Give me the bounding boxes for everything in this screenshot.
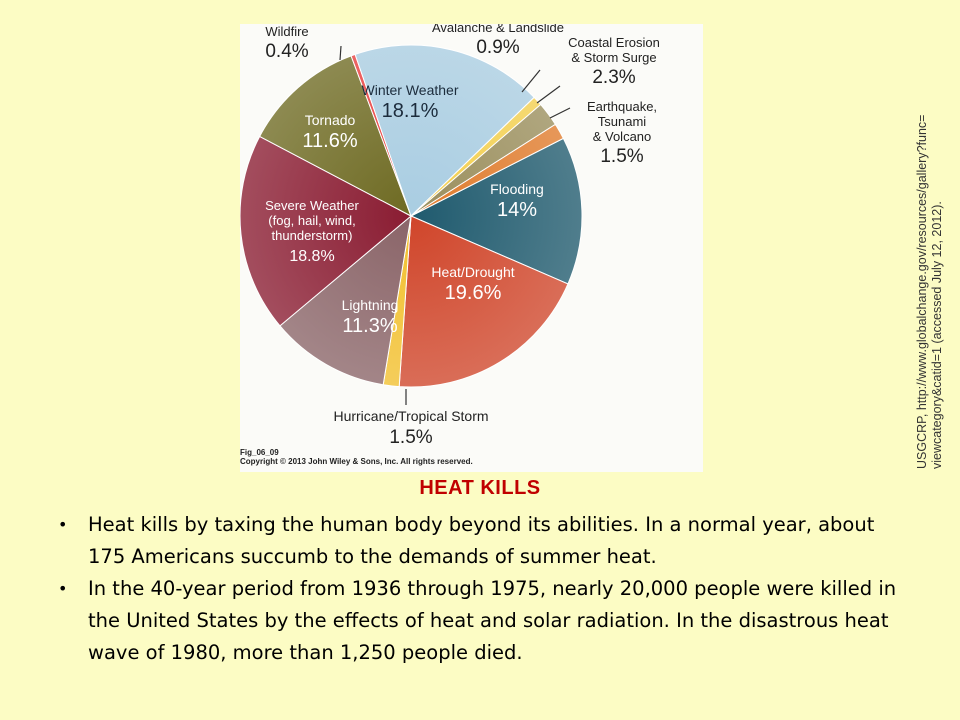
pie-chart: Flooding 14% Heat/Drought 19.6% Hurricane/Tr… <box>240 24 660 448</box>
figure-caption: Fig_06_09 Copyright © 2013 John Wiley & … <box>240 448 473 466</box>
pie-slice-heat-drought <box>398 215 569 388</box>
bullet-icon: • <box>58 515 68 534</box>
bullet-icon: • <box>58 579 68 598</box>
pie-slice-tornado <box>258 55 412 218</box>
leader-line-avalanche-landslide <box>521 69 541 93</box>
source-note-line-2: viewcategory&catid=1 (accessed July 12, … <box>930 201 944 469</box>
slice-label-severe-weather-fog-hail-wind-thunderstorm: Severe Weather (fog, hail, wind, thunderst… <box>265 198 359 265</box>
copyright-notice: Copyright © 2013 John Wiley & Sons, Inc.… <box>240 457 473 466</box>
leader-line-coastal-erosion-storm-surge <box>536 85 561 104</box>
source-note-line-1: USGCRP, http://www.globalchange.gov/reso… <box>915 114 929 469</box>
slice-label-lightning: Lightning 11.3% <box>342 297 399 337</box>
bullet-text: In the 40-year period from 1936 through … <box>88 577 897 664</box>
figure-id: Fig_06_09 <box>240 448 279 457</box>
source-note: USGCRP, http://www.globalchange.gov/reso… <box>915 99 960 469</box>
slice-label-flooding: Flooding 14% <box>490 181 544 221</box>
pie-slice-flooding <box>409 137 583 285</box>
slice-label-coastal-erosion-storm-surge: Coastal Erosion & Storm Surge 2.3% <box>568 35 660 88</box>
leader-line-earthquake-tsunami-volcano <box>549 107 571 119</box>
bullet-list: • Heat kills by taxing the human body be… <box>56 509 916 669</box>
bullet-item: • Heat kills by taxing the human body be… <box>56 509 916 573</box>
pie-slice-lightning <box>279 214 412 386</box>
slice-label-avalanche-landslide: Avalanche & Landslide 0.9% <box>432 24 564 58</box>
pie-slice-winter-weather <box>354 44 535 217</box>
slice-label-heat-drought: Heat/Drought 19.6% <box>431 264 514 304</box>
leader-line-wildfire <box>339 45 342 61</box>
pie-chart-figure: Flooding 14% Heat/Drought 19.6% Hurricane/Tr… <box>240 24 944 472</box>
pie-slice-earthquake-tsunami-volcano <box>410 123 565 217</box>
slide-heading: HEAT KILLS <box>419 477 541 499</box>
pie-slice-severe-weather-fog-hail-wind-thunderstorm <box>240 135 412 327</box>
bullet-item: • In the 40-year period from 1936 throug… <box>56 573 916 669</box>
slice-label-wildfire: Wildfire 0.4% <box>265 24 308 62</box>
slice-label-hurricane-tropical-storm: Hurricane/Tropical Storm 1.5% <box>333 408 488 448</box>
slice-label-tornado: Tornado 11.6% <box>302 112 357 152</box>
slice-label-winter-weather: Winter Weather 18.1% <box>362 82 459 122</box>
bullet-text: Heat kills by taxing the human body beyo… <box>88 513 875 568</box>
slice-label-earthquake-tsunami-volcano: Earthquake, Tsunami & Volcano 1.5% <box>587 99 657 167</box>
